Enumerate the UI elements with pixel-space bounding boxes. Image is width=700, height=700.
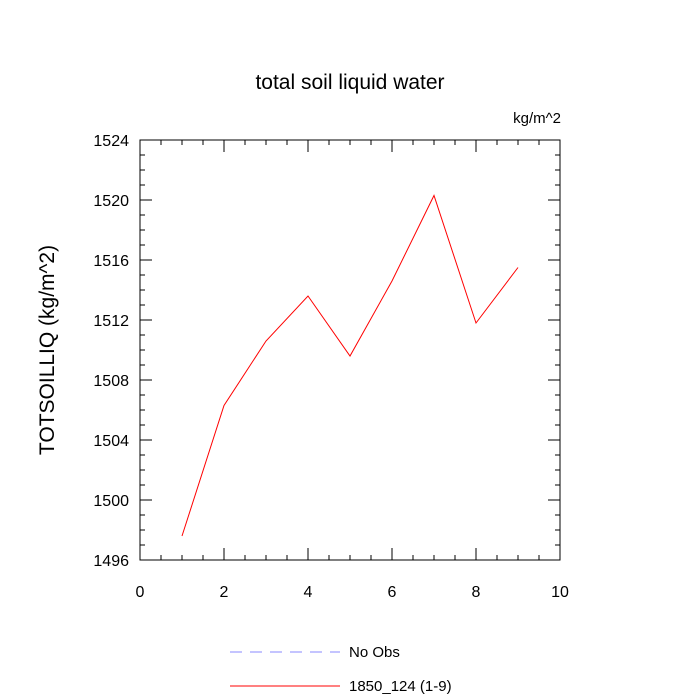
series-layer: [181, 194, 519, 537]
y-tick-label: 1512: [93, 313, 129, 330]
y-tick-label: 1504: [93, 433, 129, 450]
y-tick-label: 1516: [93, 253, 129, 270]
x-tick-label: 2: [220, 584, 229, 601]
x-tick-label: 6: [388, 584, 397, 601]
x-tick-label: 4: [304, 584, 313, 601]
y-tick-label: 1508: [93, 373, 129, 390]
legend-label: 1850_124 (1-9): [349, 678, 452, 695]
legend: No Obs 1850_124 (1-9): [230, 644, 452, 695]
y-tick-label: 1520: [93, 193, 129, 210]
chart-title: total soil liquid water: [255, 71, 444, 94]
units-label: kg/m^2: [513, 110, 561, 127]
y-tick-label: 1524: [93, 133, 129, 150]
axes: 0 2 4 6 8 10 1496 1500 1504 1508 1512 1516 1520 1524: [93, 133, 569, 601]
y-axis-label: TOTSOILLIQ (kg/m^2): [36, 245, 59, 455]
y-tick-label: 1500: [93, 493, 129, 510]
x-tick-label: 10: [551, 584, 569, 601]
legend-label: No Obs: [349, 644, 400, 661]
x-tick-label: 0: [136, 584, 145, 601]
x-tick-label: 8: [472, 584, 481, 601]
series-line: [181, 194, 519, 537]
y-tick-label: 1496: [93, 553, 129, 570]
plot-frame: [139, 139, 561, 561]
